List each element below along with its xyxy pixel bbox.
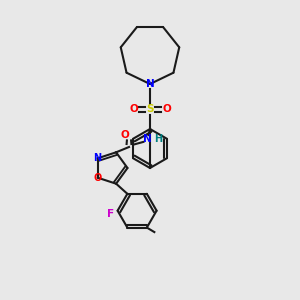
- Text: O: O: [120, 130, 129, 140]
- Text: S: S: [146, 104, 154, 115]
- Text: F: F: [106, 209, 114, 219]
- Text: O: O: [94, 173, 102, 183]
- Text: N: N: [146, 79, 154, 89]
- Text: O: O: [129, 104, 138, 115]
- Text: N: N: [94, 153, 102, 163]
- Text: N: N: [142, 134, 152, 145]
- Text: O: O: [162, 104, 171, 115]
- Text: H: H: [154, 134, 163, 145]
